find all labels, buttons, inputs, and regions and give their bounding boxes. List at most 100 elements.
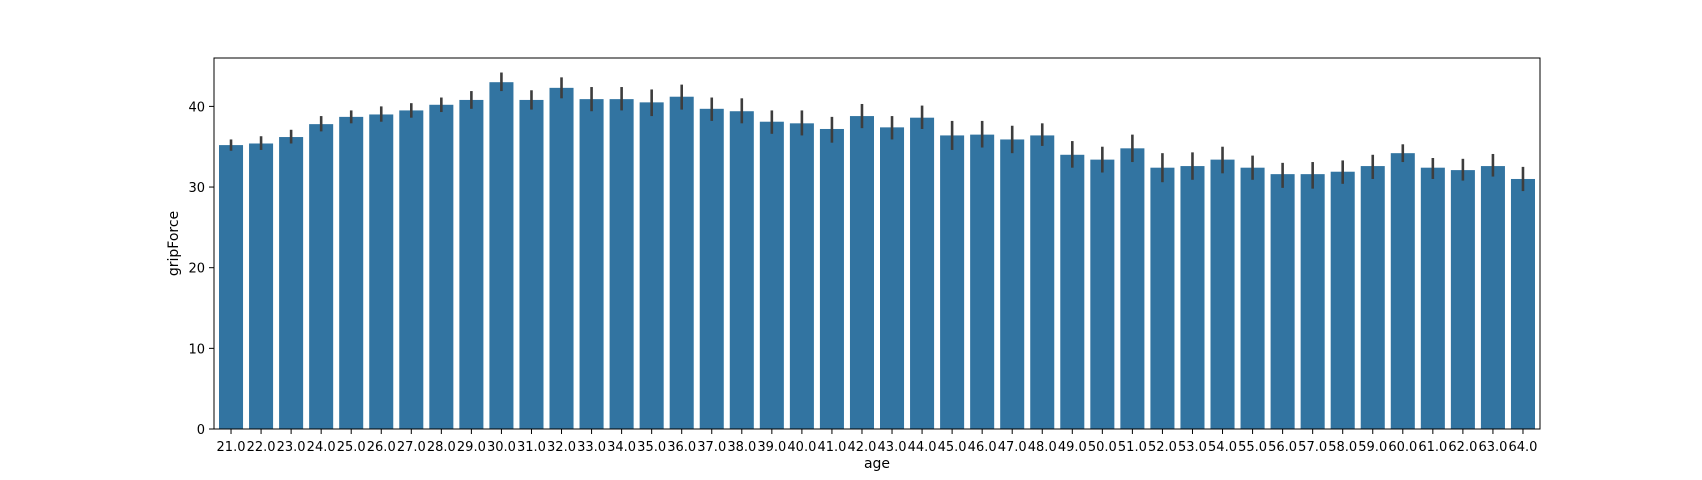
x-tick-label-21.0: 21.0 bbox=[217, 440, 246, 455]
bar-25.0 bbox=[339, 116, 364, 429]
bar-22.0 bbox=[249, 143, 274, 429]
x-tick-label-58.0: 58.0 bbox=[1328, 440, 1357, 455]
bar-50.0 bbox=[1090, 159, 1115, 429]
bar-60.0 bbox=[1390, 153, 1415, 430]
bar-31.0 bbox=[519, 99, 544, 429]
x-tick-label-44.0: 44.0 bbox=[908, 440, 937, 455]
x-tick-label-64.0: 64.0 bbox=[1509, 440, 1538, 455]
bar-21.0 bbox=[219, 145, 244, 429]
y-axis: 0 10 20 30 40 bbox=[188, 100, 214, 438]
x-tick-label-55.0: 55.0 bbox=[1238, 440, 1267, 455]
bar-28.0 bbox=[429, 104, 454, 429]
x-tick-label-28.0: 28.0 bbox=[427, 440, 456, 455]
x-tick-label-27.0: 27.0 bbox=[397, 440, 426, 455]
x-tick-label-60.0: 60.0 bbox=[1388, 440, 1417, 455]
x-tick-label-33.0: 33.0 bbox=[577, 440, 606, 455]
x-tick-label-25.0: 25.0 bbox=[337, 440, 366, 455]
x-tick-label-53.0: 53.0 bbox=[1178, 440, 1207, 455]
x-tick-label-63.0: 63.0 bbox=[1478, 440, 1507, 455]
x-tick-label-36.0: 36.0 bbox=[667, 440, 696, 455]
x-axis: 21.0 22.0 23.0 24.0 25.0 26.0 27.0 28.0 29.0 30.0… bbox=[217, 429, 1538, 455]
bar-59.0 bbox=[1360, 166, 1385, 429]
plot-frame bbox=[213, 57, 1541, 430]
y-tick-label-0: 0 bbox=[197, 423, 205, 438]
bar-55.0 bbox=[1240, 167, 1265, 429]
bar-36.0 bbox=[669, 96, 694, 429]
x-tick-label-23.0: 23.0 bbox=[277, 440, 306, 455]
bar-34.0 bbox=[609, 99, 634, 430]
y-tick-label-20: 20 bbox=[188, 262, 205, 277]
bar-64.0 bbox=[1510, 178, 1535, 429]
x-tick-label-62.0: 62.0 bbox=[1448, 440, 1477, 455]
bar-33.0 bbox=[579, 99, 604, 430]
x-tick-label-38.0: 38.0 bbox=[727, 440, 756, 455]
bar-40.0 bbox=[789, 123, 814, 430]
bar-39.0 bbox=[759, 121, 784, 430]
bar-58.0 bbox=[1330, 171, 1355, 430]
y-tick-label-10: 10 bbox=[188, 342, 205, 357]
x-tick-label-59.0: 59.0 bbox=[1358, 440, 1387, 455]
x-tick-label-52.0: 52.0 bbox=[1148, 440, 1177, 455]
x-tick-label-37.0: 37.0 bbox=[697, 440, 726, 455]
x-tick-label-50.0: 50.0 bbox=[1088, 440, 1117, 455]
bar-53.0 bbox=[1180, 166, 1205, 429]
x-tick-label-56.0: 56.0 bbox=[1268, 440, 1297, 455]
x-tick-label-24.0: 24.0 bbox=[307, 440, 336, 455]
x-tick-label-41.0: 41.0 bbox=[817, 440, 846, 455]
bar-24.0 bbox=[309, 124, 334, 430]
y-tick-label-30: 30 bbox=[188, 181, 205, 196]
bar-37.0 bbox=[699, 108, 724, 430]
x-tick-label-39.0: 39.0 bbox=[757, 440, 786, 455]
bar-35.0 bbox=[639, 102, 664, 429]
bar-41.0 bbox=[819, 128, 844, 429]
x-tick-label-30.0: 30.0 bbox=[487, 440, 516, 455]
bar-44.0 bbox=[910, 117, 935, 429]
bar-38.0 bbox=[729, 111, 754, 429]
bar-54.0 bbox=[1210, 159, 1235, 429]
bars-group bbox=[219, 82, 1535, 430]
y-tick-label-40: 40 bbox=[188, 100, 205, 115]
bar-45.0 bbox=[940, 135, 965, 429]
y-axis-label: gripForce bbox=[166, 211, 182, 276]
error-bars-group bbox=[229, 72, 1525, 192]
x-tick-label-31.0: 31.0 bbox=[517, 440, 546, 455]
x-tick-label-45.0: 45.0 bbox=[938, 440, 967, 455]
bar-26.0 bbox=[369, 114, 394, 430]
x-tick-label-42.0: 42.0 bbox=[848, 440, 877, 455]
x-tick-label-22.0: 22.0 bbox=[247, 440, 276, 455]
x-tick-label-57.0: 57.0 bbox=[1298, 440, 1327, 455]
bar-61.0 bbox=[1420, 167, 1445, 429]
bar-51.0 bbox=[1120, 148, 1145, 429]
bar-49.0 bbox=[1060, 154, 1085, 430]
bar-63.0 bbox=[1480, 166, 1505, 429]
bar-48.0 bbox=[1030, 135, 1055, 429]
x-tick-label-54.0: 54.0 bbox=[1208, 440, 1237, 455]
x-tick-label-26.0: 26.0 bbox=[367, 440, 396, 455]
x-axis-label: age bbox=[864, 456, 890, 472]
bar-62.0 bbox=[1450, 170, 1475, 430]
x-tick-label-34.0: 34.0 bbox=[607, 440, 636, 455]
bar-32.0 bbox=[549, 87, 574, 429]
bar-42.0 bbox=[849, 116, 874, 429]
bar-47.0 bbox=[1000, 139, 1025, 430]
x-tick-label-35.0: 35.0 bbox=[637, 440, 666, 455]
bar-29.0 bbox=[459, 99, 484, 429]
bar-57.0 bbox=[1300, 174, 1325, 429]
x-tick-label-48.0: 48.0 bbox=[1028, 440, 1057, 455]
bar-27.0 bbox=[399, 110, 424, 429]
x-tick-label-47.0: 47.0 bbox=[998, 440, 1027, 455]
x-tick-label-40.0: 40.0 bbox=[787, 440, 816, 455]
bar-46.0 bbox=[970, 134, 995, 429]
x-tick-label-29.0: 29.0 bbox=[457, 440, 486, 455]
x-tick-label-46.0: 46.0 bbox=[968, 440, 997, 455]
bar-43.0 bbox=[880, 127, 905, 429]
bar-23.0 bbox=[279, 137, 304, 429]
x-tick-label-32.0: 32.0 bbox=[547, 440, 576, 455]
bar-52.0 bbox=[1150, 167, 1175, 429]
bar-30.0 bbox=[489, 82, 514, 430]
x-tick-label-51.0: 51.0 bbox=[1118, 440, 1147, 455]
x-tick-label-43.0: 43.0 bbox=[878, 440, 907, 455]
x-tick-label-49.0: 49.0 bbox=[1058, 440, 1087, 455]
bar-56.0 bbox=[1270, 174, 1295, 429]
